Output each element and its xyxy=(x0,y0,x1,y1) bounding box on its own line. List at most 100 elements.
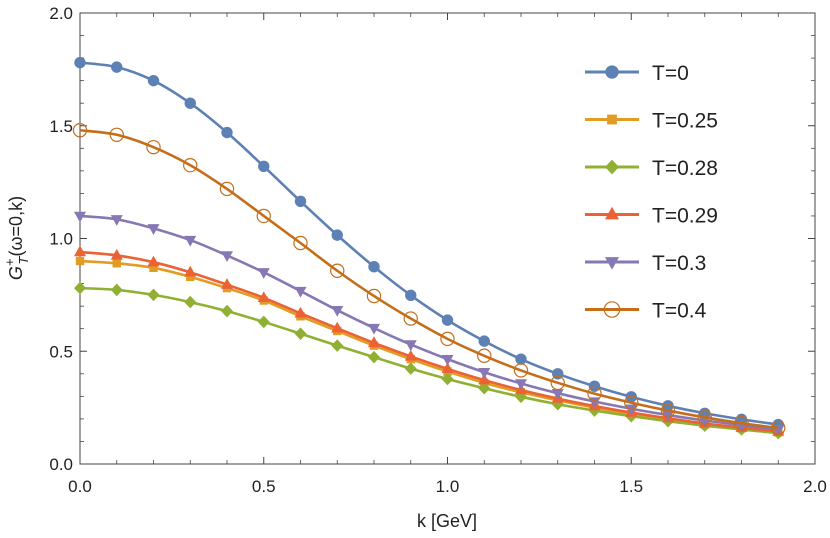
y-tick-label: 1.0 xyxy=(49,230,73,249)
series-layer xyxy=(72,56,786,440)
legend: T=0 T=0.25 T=0.28 T=0.29 T=0.3 T=0.4 xyxy=(585,62,718,323)
legend-swatch-marker xyxy=(605,159,619,175)
data-point xyxy=(771,420,786,436)
data-point xyxy=(366,288,382,304)
data-point xyxy=(294,327,307,340)
series-t-0-4 xyxy=(72,123,786,436)
data-point xyxy=(368,323,380,335)
data-point xyxy=(550,375,565,391)
data-point xyxy=(184,295,197,309)
data-point xyxy=(624,395,639,410)
legend-swatch-marker xyxy=(607,114,617,125)
data-point xyxy=(294,286,307,298)
data-point xyxy=(330,263,345,278)
legend-label: T=0.25 xyxy=(652,110,718,133)
y-axis-label: G+T(ω=0,k) xyxy=(2,196,31,280)
y-axis-label-args: (ω=0,k) xyxy=(6,196,26,257)
data-point xyxy=(478,368,491,379)
legend-label: T=0.4 xyxy=(652,300,707,323)
data-point xyxy=(697,410,712,425)
data-point xyxy=(441,354,454,366)
data-point xyxy=(74,211,86,223)
legend-label: T=0.3 xyxy=(652,252,706,275)
y-axis-label-subscript: T xyxy=(16,255,31,264)
data-point xyxy=(221,126,233,139)
data-point xyxy=(477,348,492,363)
data-point xyxy=(293,235,308,251)
data-point xyxy=(111,61,123,73)
legend-item: T=0 xyxy=(585,62,689,85)
data-point xyxy=(221,304,233,318)
series-line xyxy=(79,214,779,431)
data-point xyxy=(183,158,198,173)
data-point xyxy=(515,379,527,391)
data-point xyxy=(515,353,527,365)
ticks-layer: 0.0 0.5 1.0 1.5 2.0 0.0 0.5 1.0 1.5 2.0 xyxy=(49,4,826,496)
legend-item: T=0.3 xyxy=(585,252,706,275)
legend-label: T=0.28 xyxy=(652,157,718,180)
x-tick-label: 1.0 xyxy=(436,477,460,496)
x-tick-label: 0.0 xyxy=(68,477,92,496)
data-point xyxy=(294,195,307,207)
data-point xyxy=(147,288,160,302)
data-point xyxy=(184,265,197,277)
data-point xyxy=(368,260,380,273)
data-point xyxy=(368,350,380,364)
data-point xyxy=(368,336,380,348)
data-point xyxy=(404,340,417,352)
x-tick-label: 0.5 xyxy=(252,477,276,496)
data-point xyxy=(257,291,270,303)
data-point xyxy=(662,410,674,422)
data-point xyxy=(184,235,197,247)
y-tick-label: 0.5 xyxy=(49,342,73,361)
data-point xyxy=(110,283,123,297)
data-point xyxy=(109,127,124,142)
data-point xyxy=(75,256,85,266)
data-point xyxy=(478,373,491,385)
y-axis-label-base: G xyxy=(6,266,26,280)
data-point xyxy=(478,335,490,347)
data-point xyxy=(74,245,86,257)
data-point xyxy=(404,362,417,375)
data-point xyxy=(441,362,454,374)
x-axis-label: k [GeV] xyxy=(417,511,477,531)
legend-swatch-marker xyxy=(603,301,621,318)
legend-swatch-marker xyxy=(605,257,619,270)
data-point xyxy=(257,268,270,279)
data-point xyxy=(660,403,676,418)
data-point xyxy=(149,263,158,273)
x-tick-label: 1.5 xyxy=(619,477,643,496)
legend-item: T=0.4 xyxy=(585,300,707,323)
data-point xyxy=(184,97,196,109)
data-point xyxy=(625,391,637,403)
data-point xyxy=(72,123,88,138)
legend-item: T=0.28 xyxy=(585,157,718,180)
series-t-0-3 xyxy=(74,211,785,437)
data-point xyxy=(74,56,86,69)
data-point xyxy=(110,215,123,226)
data-point xyxy=(441,314,454,326)
y-tick-label: 1.5 xyxy=(49,117,73,136)
data-point xyxy=(588,380,601,392)
data-point xyxy=(513,363,529,378)
legend-label: T=0.29 xyxy=(652,205,718,228)
data-point xyxy=(146,139,161,155)
legend-swatch-marker xyxy=(605,206,619,220)
data-point xyxy=(405,289,417,302)
data-point xyxy=(478,381,491,395)
data-point xyxy=(147,255,160,267)
y-tick-label: 0.0 xyxy=(49,455,73,474)
data-point xyxy=(221,278,233,289)
data-point xyxy=(331,321,344,333)
legend-item: T=0.25 xyxy=(585,110,718,133)
data-point xyxy=(147,224,160,235)
y-axis-label-superscript: + xyxy=(2,258,17,266)
x-tick-label: 2.0 xyxy=(803,477,827,496)
data-point xyxy=(331,339,344,352)
data-point xyxy=(221,251,233,263)
data-point xyxy=(258,160,270,173)
data-point xyxy=(331,229,343,241)
data-point xyxy=(256,208,271,224)
data-point xyxy=(734,415,749,431)
